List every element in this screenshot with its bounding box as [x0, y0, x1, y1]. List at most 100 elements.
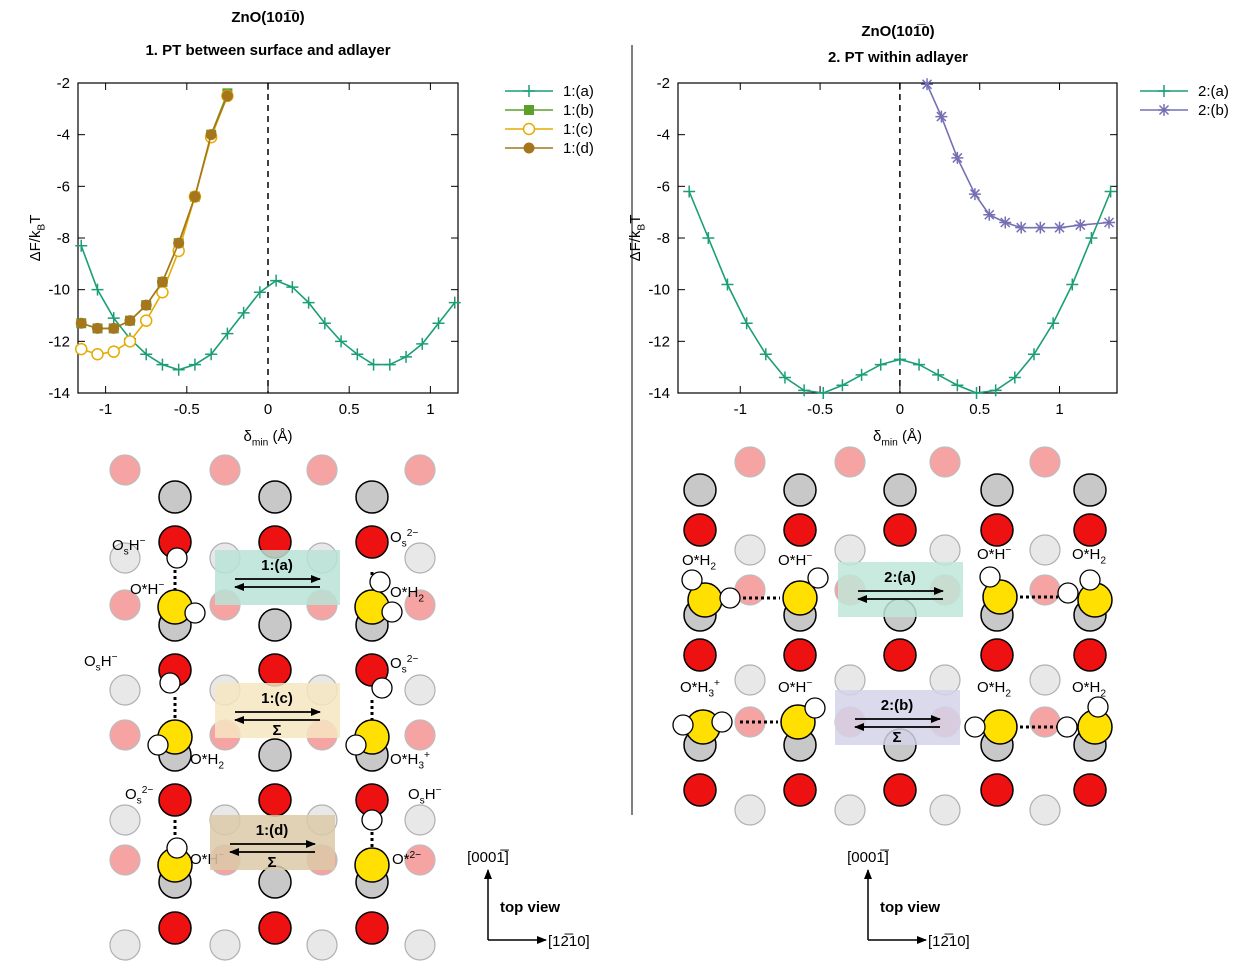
- atom-label-part: s: [137, 796, 142, 807]
- atom-label-part: 2: [218, 761, 224, 772]
- atom-label-part: O: [408, 786, 420, 803]
- chart-subtitle: 1. PT between surface and adlayer: [145, 42, 390, 59]
- direction-label: [12̅10]: [548, 933, 590, 950]
- atom-label-part: O*H: [130, 581, 158, 598]
- atom: [405, 543, 435, 573]
- x-axis-label-part: min: [252, 438, 268, 449]
- marker: [1103, 217, 1115, 229]
- marker: [524, 105, 534, 115]
- atom: [1030, 707, 1060, 737]
- marker: [156, 359, 168, 371]
- atom-label-part: O: [390, 655, 402, 672]
- plot-frame: [678, 83, 1117, 393]
- atom: [346, 735, 366, 755]
- atom: [148, 735, 168, 755]
- atom-label-part: O: [84, 653, 96, 670]
- marker: [124, 336, 135, 347]
- y-axis-label-part: T: [627, 215, 644, 224]
- atom: [784, 474, 816, 506]
- atom: [784, 639, 816, 671]
- atom-label: O*H−: [778, 551, 812, 569]
- x-tick-label: 0: [264, 401, 272, 418]
- atom-label-part: 2−: [142, 785, 154, 796]
- y-tick-label: -12: [48, 333, 70, 350]
- atom: [307, 455, 337, 485]
- atom: [808, 568, 828, 588]
- x-tick-label: -1: [99, 401, 112, 418]
- marker: [856, 369, 868, 381]
- atom-label-part: −: [1005, 545, 1011, 556]
- marker: [932, 369, 944, 381]
- marker: [983, 209, 995, 221]
- atom: [981, 639, 1013, 671]
- y-axis-label: ΔF/kBT: [27, 215, 48, 262]
- marker: [157, 276, 168, 287]
- atom-label-part: 2−: [410, 850, 422, 861]
- atom: [259, 784, 291, 816]
- marker: [1158, 85, 1170, 97]
- marker: [1105, 186, 1117, 198]
- atom-label-part: 3: [418, 761, 424, 772]
- atom: [981, 474, 1013, 506]
- legend-label: 1:(d): [563, 140, 594, 157]
- atom: [405, 930, 435, 960]
- atom-label-part: O*H: [682, 552, 710, 569]
- atom-label-part: O*H: [390, 751, 418, 768]
- atom-label-part: H: [101, 653, 112, 670]
- atom-label-part: 2: [1005, 689, 1011, 700]
- atom: [981, 514, 1013, 546]
- atom: [930, 795, 960, 825]
- y-tick-label: -12: [648, 333, 670, 350]
- y-tick-label: -6: [57, 178, 70, 195]
- atom-label-part: −: [158, 580, 164, 591]
- atom: [805, 698, 825, 718]
- y-tick-label: -14: [648, 385, 670, 402]
- atom-label: O*H2: [682, 552, 716, 573]
- atom-label-part: +: [714, 678, 720, 689]
- atom-label-part: 3: [708, 689, 714, 700]
- atom-label: O*H2: [190, 751, 224, 772]
- marker: [141, 300, 152, 311]
- x-tick-label: 0.5: [969, 401, 990, 418]
- atom: [684, 639, 716, 671]
- marker: [91, 284, 103, 296]
- atom-label: O*H2: [977, 679, 1011, 700]
- direction-label: top view: [880, 899, 940, 916]
- marker: [702, 232, 714, 244]
- atom: [735, 447, 765, 477]
- atom: [1057, 717, 1077, 737]
- atom: [356, 481, 388, 513]
- direction-label: [0001̅]: [467, 849, 510, 866]
- marker: [798, 384, 810, 396]
- marker: [921, 78, 933, 90]
- atom: [1074, 774, 1106, 806]
- atom: [684, 774, 716, 806]
- atom-label: O*H3+: [390, 750, 430, 772]
- marker: [1034, 222, 1046, 234]
- atom-label-part: O*H: [977, 679, 1005, 696]
- atom: [735, 795, 765, 825]
- process-sign: Σ: [892, 729, 901, 746]
- marker: [173, 364, 185, 376]
- marker: [741, 317, 753, 329]
- marker: [969, 188, 981, 200]
- atom: [712, 712, 732, 732]
- atom: [356, 912, 388, 944]
- atom: [185, 603, 205, 623]
- process-label: 1:(c): [261, 690, 293, 707]
- atom: [735, 665, 765, 695]
- atom: [1030, 447, 1060, 477]
- atom: [884, 514, 916, 546]
- atom-label-part: −: [112, 652, 118, 663]
- atom: [382, 602, 402, 622]
- marker: [384, 359, 396, 371]
- x-tick-label: 0.5: [339, 401, 360, 418]
- marker: [1015, 222, 1027, 234]
- atom-label: O*H−: [130, 580, 164, 598]
- atom: [1074, 474, 1106, 506]
- atom: [682, 570, 702, 590]
- legend-label: 2:(b): [1198, 102, 1229, 119]
- y-tick-label: -2: [657, 75, 670, 92]
- marker: [92, 349, 103, 360]
- atom-label: Os2−: [125, 785, 153, 807]
